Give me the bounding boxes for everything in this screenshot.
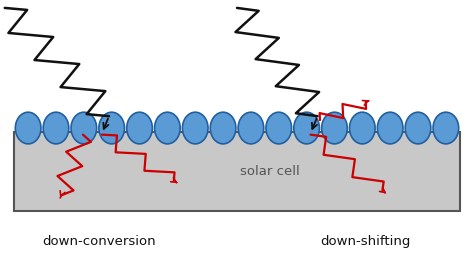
Ellipse shape (322, 112, 347, 144)
Ellipse shape (405, 112, 431, 144)
Ellipse shape (266, 112, 292, 144)
Ellipse shape (238, 112, 264, 144)
Ellipse shape (127, 112, 152, 144)
Ellipse shape (99, 112, 125, 144)
Ellipse shape (15, 112, 41, 144)
Bar (14, 132, 460, 211)
Text: solar cell: solar cell (240, 165, 300, 178)
Ellipse shape (43, 112, 69, 144)
Ellipse shape (210, 112, 236, 144)
Text: down-conversion: down-conversion (43, 235, 156, 248)
Ellipse shape (294, 112, 319, 144)
Ellipse shape (71, 112, 97, 144)
Ellipse shape (377, 112, 403, 144)
Ellipse shape (433, 112, 459, 144)
Ellipse shape (155, 112, 180, 144)
Ellipse shape (349, 112, 375, 144)
Text: down-shifting: down-shifting (320, 235, 410, 248)
Ellipse shape (182, 112, 208, 144)
